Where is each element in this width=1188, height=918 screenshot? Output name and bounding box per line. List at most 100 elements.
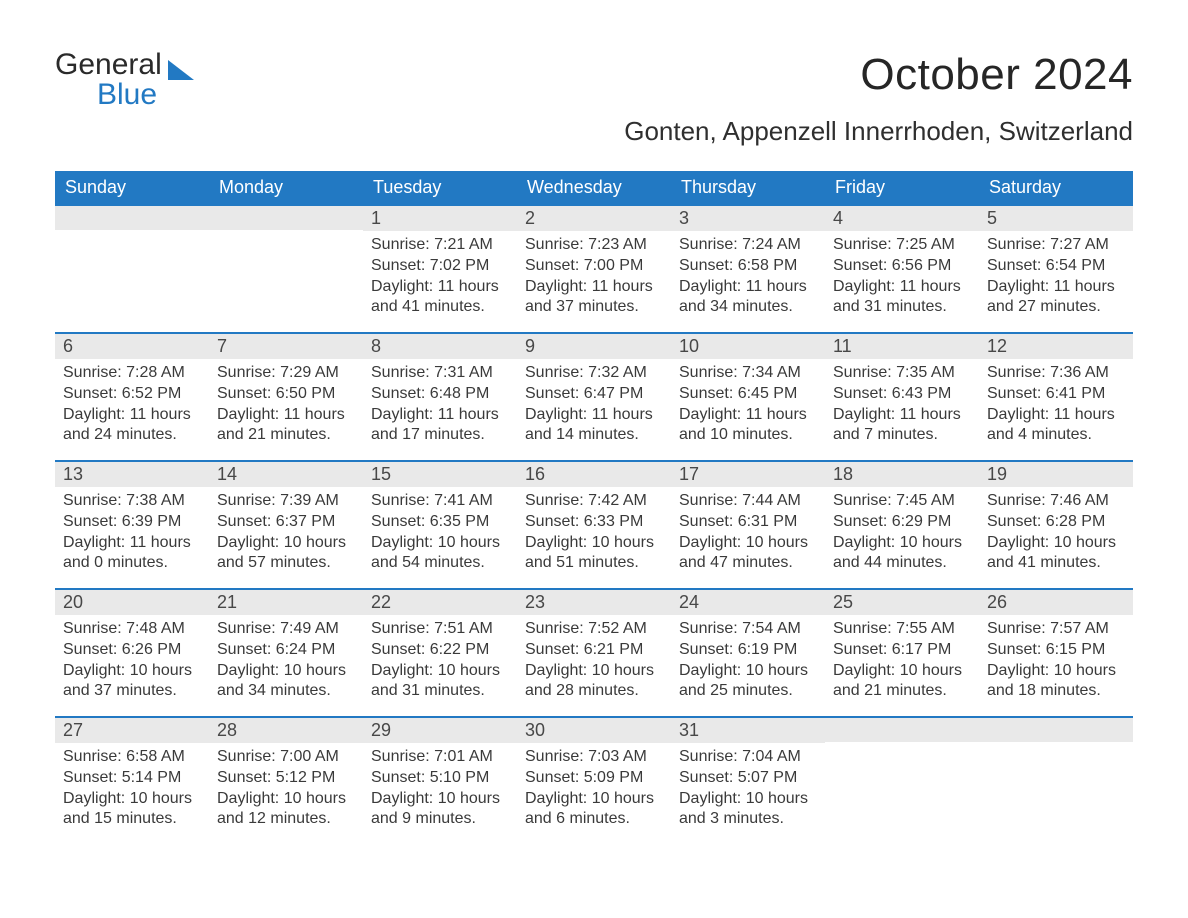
day-number-bar: 19 — [979, 460, 1133, 487]
day-body: Sunrise: 7:55 AMSunset: 6:17 PMDaylight:… — [825, 615, 979, 710]
logo-word-2: Blue — [55, 80, 194, 110]
sunset-text: Sunset: 6:45 PM — [679, 384, 817, 405]
sunrise-text: Sunrise: 7:38 AM — [63, 491, 201, 512]
day-number-bar: 14 — [209, 460, 363, 487]
day-body: Sunrise: 7:04 AMSunset: 5:07 PMDaylight:… — [671, 743, 825, 838]
day-number-bar: 25 — [825, 588, 979, 615]
sunrise-text: Sunrise: 7:45 AM — [833, 491, 971, 512]
day-body: Sunrise: 7:32 AMSunset: 6:47 PMDaylight:… — [517, 359, 671, 454]
day-number-bar — [55, 204, 209, 230]
day-body: Sunrise: 7:38 AMSunset: 6:39 PMDaylight:… — [55, 487, 209, 582]
calendar-week-row: 27Sunrise: 6:58 AMSunset: 5:14 PMDayligh… — [55, 716, 1133, 844]
sunset-text: Sunset: 6:15 PM — [987, 640, 1125, 661]
calendar-day-cell: 12 Sunrise: 7:36 AMSunset: 6:41 PMDayligh… — [979, 332, 1133, 460]
logo-triangle-icon — [168, 60, 194, 80]
calendar-table: Sunday Monday Tuesday Wednesday Thursday… — [55, 171, 1133, 844]
day-number-bar: 12 — [979, 332, 1133, 359]
day-number-bar: 8 — [363, 332, 517, 359]
sunset-text: Sunset: 5:12 PM — [217, 768, 355, 789]
daylight-text: Daylight: 11 hours and 14 minutes. — [525, 405, 663, 447]
sunrise-text: Sunrise: 6:58 AM — [63, 747, 201, 768]
daylight-text: Daylight: 10 hours and 28 minutes. — [525, 661, 663, 703]
sunrise-text: Sunrise: 7:51 AM — [371, 619, 509, 640]
daylight-text: Daylight: 10 hours and 18 minutes. — [987, 661, 1125, 703]
day-body: Sunrise: 7:48 AMSunset: 6:26 PMDaylight:… — [55, 615, 209, 710]
day-number-bar: 22 — [363, 588, 517, 615]
daylight-text: Daylight: 11 hours and 37 minutes. — [525, 277, 663, 319]
sunset-text: Sunset: 6:54 PM — [987, 256, 1125, 277]
sunrise-text: Sunrise: 7:25 AM — [833, 235, 971, 256]
sunrise-text: Sunrise: 7:04 AM — [679, 747, 817, 768]
calendar-week-row: 6Sunrise: 7:28 AMSunset: 6:52 PMDaylight… — [55, 332, 1133, 460]
weekday-header: Thursday — [671, 171, 825, 204]
day-number: 30 — [525, 720, 545, 740]
daylight-text: Daylight: 10 hours and 6 minutes. — [525, 789, 663, 831]
calendar-day-cell: 25Sunrise: 7:55 AMSunset: 6:17 PMDayligh… — [825, 588, 979, 716]
calendar-day-cell: 10 Sunrise: 7:34 AMSunset: 6:45 PMDayligh… — [671, 332, 825, 460]
day-number: 29 — [371, 720, 391, 740]
day-number-bar: 26 — [979, 588, 1133, 615]
day-number: 13 — [63, 464, 83, 484]
sunrise-text: Sunrise: 7:28 AM — [63, 363, 201, 384]
calendar-day-cell: 19Sunrise: 7:46 AMSunset: 6:28 PMDayligh… — [979, 460, 1133, 588]
day-number: 12 — [987, 336, 1007, 356]
calendar-day-cell — [55, 204, 209, 332]
day-number-bar: 17 — [671, 460, 825, 487]
day-number: 24 — [679, 592, 699, 612]
day-number-bar: 29 — [363, 716, 517, 743]
sunrise-text: Sunrise: 7:24 AM — [679, 235, 817, 256]
day-number-bar: 2 — [517, 204, 671, 231]
sunrise-text: Sunrise: 7:27 AM — [987, 235, 1125, 256]
sunrise-text: Sunrise: 7:03 AM — [525, 747, 663, 768]
calendar-day-cell: 8Sunrise: 7:31 AMSunset: 6:48 PMDaylight… — [363, 332, 517, 460]
daylight-text: Daylight: 11 hours and 4 minutes. — [987, 405, 1125, 447]
day-number: 1 — [371, 208, 381, 228]
day-number-bar — [979, 716, 1133, 742]
day-body: Sunrise: 7:36 AMSunset: 6:41 PMDaylight:… — [979, 359, 1133, 454]
calendar-day-cell: 6Sunrise: 7:28 AMSunset: 6:52 PMDaylight… — [55, 332, 209, 460]
calendar-day-cell: 9Sunrise: 7:32 AMSunset: 6:47 PMDaylight… — [517, 332, 671, 460]
sunset-text: Sunset: 6:47 PM — [525, 384, 663, 405]
daylight-text: Daylight: 10 hours and 21 minutes. — [833, 661, 971, 703]
weekday-header: Tuesday — [363, 171, 517, 204]
daylight-text: Daylight: 11 hours and 21 minutes. — [217, 405, 355, 447]
sunset-text: Sunset: 6:22 PM — [371, 640, 509, 661]
sunset-text: Sunset: 6:26 PM — [63, 640, 201, 661]
calendar-week-row: 20Sunrise: 7:48 AMSunset: 6:26 PMDayligh… — [55, 588, 1133, 716]
calendar-day-cell: 23Sunrise: 7:52 AMSunset: 6:21 PMDayligh… — [517, 588, 671, 716]
sunrise-text: Sunrise: 7:36 AM — [987, 363, 1125, 384]
weekday-header: Sunday — [55, 171, 209, 204]
day-number: 10 — [679, 336, 699, 356]
daylight-text: Daylight: 11 hours and 10 minutes. — [679, 405, 817, 447]
calendar-day-cell — [209, 204, 363, 332]
weekday-header: Friday — [825, 171, 979, 204]
daylight-text: Daylight: 10 hours and 25 minutes. — [679, 661, 817, 703]
day-number-bar: 23 — [517, 588, 671, 615]
sunset-text: Sunset: 6:35 PM — [371, 512, 509, 533]
day-number: 22 — [371, 592, 391, 612]
sunset-text: Sunset: 6:50 PM — [217, 384, 355, 405]
sunset-text: Sunset: 7:02 PM — [371, 256, 509, 277]
calendar-day-cell: 26Sunrise: 7:57 AMSunset: 6:15 PMDayligh… — [979, 588, 1133, 716]
day-number: 11 — [833, 336, 852, 356]
day-body: Sunrise: 7:27 AMSunset: 6:54 PMDaylight:… — [979, 231, 1133, 326]
day-body: Sunrise: 7:35 AMSunset: 6:43 PMDaylight:… — [825, 359, 979, 454]
day-body: Sunrise: 7:28 AMSunset: 6:52 PMDaylight:… — [55, 359, 209, 454]
sunset-text: Sunset: 6:33 PM — [525, 512, 663, 533]
sunrise-text: Sunrise: 7:34 AM — [679, 363, 817, 384]
calendar-day-cell: 28Sunrise: 7:00 AMSunset: 5:12 PMDayligh… — [209, 716, 363, 844]
day-body: Sunrise: 7:54 AMSunset: 6:19 PMDaylight:… — [671, 615, 825, 710]
day-number-bar: 10 — [671, 332, 825, 359]
sunset-text: Sunset: 6:19 PM — [679, 640, 817, 661]
calendar-day-cell: 7Sunrise: 7:29 AMSunset: 6:50 PMDaylight… — [209, 332, 363, 460]
daylight-text: Daylight: 10 hours and 34 minutes. — [217, 661, 355, 703]
day-number-bar: 27 — [55, 716, 209, 743]
day-number: 15 — [371, 464, 391, 484]
sunset-text: Sunset: 6:39 PM — [63, 512, 201, 533]
day-number-bar: 5 — [979, 204, 1133, 231]
day-body: Sunrise: 7:44 AMSunset: 6:31 PMDaylight:… — [671, 487, 825, 582]
day-body: Sunrise: 7:57 AMSunset: 6:15 PMDaylight:… — [979, 615, 1133, 710]
sunset-text: Sunset: 6:52 PM — [63, 384, 201, 405]
daylight-text: Daylight: 10 hours and 44 minutes. — [833, 533, 971, 575]
sunrise-text: Sunrise: 7:35 AM — [833, 363, 971, 384]
